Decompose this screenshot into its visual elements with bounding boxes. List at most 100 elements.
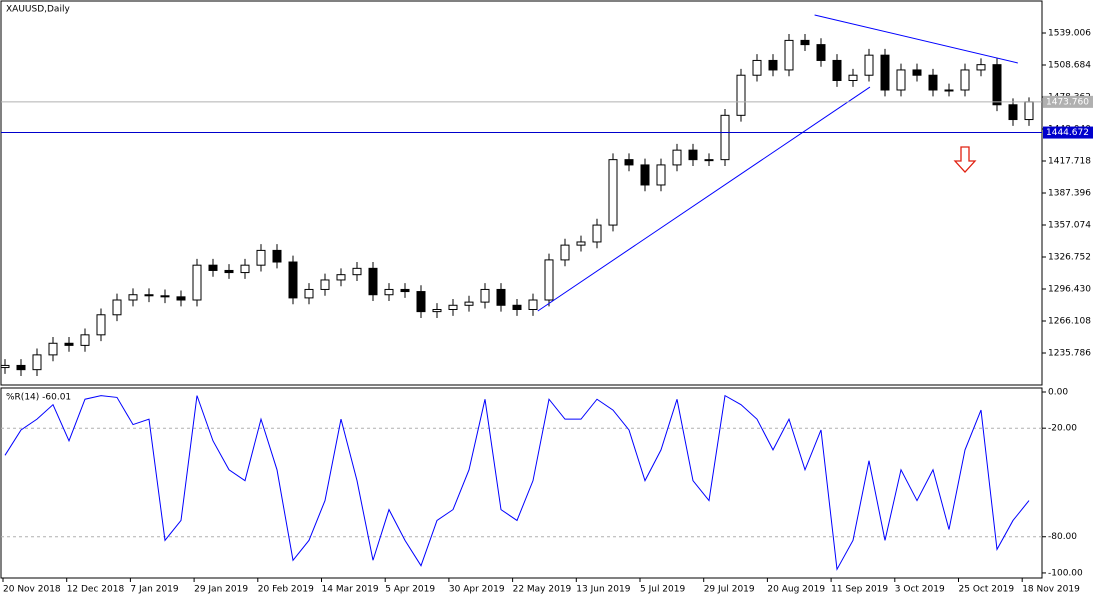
candle-body [816, 44, 826, 61]
x-tick-label: 29 Jul 2019 [704, 585, 755, 595]
candle-body [416, 291, 426, 313]
candle-body [656, 164, 666, 186]
x-tick-label: 18 Nov 2019 [1022, 585, 1080, 595]
candle-body [352, 267, 362, 276]
candle-body [16, 364, 26, 371]
candle-body [752, 59, 762, 76]
indicator-pane [0, 387, 1043, 579]
candle-body [640, 164, 650, 186]
y-tick-label: 1508.684 [1048, 60, 1091, 70]
candle-body [144, 294, 154, 297]
candle-body [96, 314, 106, 336]
x-tick-label: 22 May 2019 [513, 585, 572, 595]
candle-body [256, 249, 266, 266]
y-tick-label: 1539.006 [1048, 28, 1091, 38]
candle-body [1024, 101, 1034, 121]
candle-body [448, 304, 458, 311]
candle-body [432, 309, 442, 313]
candle-body [592, 224, 602, 243]
down-arrow [953, 146, 977, 173]
williams-r-line [4, 394, 1030, 571]
candle-body [896, 69, 906, 91]
candle-body [528, 299, 538, 311]
candle-body [512, 304, 522, 311]
x-tick-label: 5 Apr 2019 [385, 585, 435, 595]
candle-body [480, 288, 490, 303]
candle-body [208, 264, 218, 271]
y-tick-label: 1296.430 [1048, 284, 1091, 294]
candle-body [0, 364, 10, 369]
y-tick-label: 1266.108 [1048, 316, 1091, 326]
y-tick-label: 1357.074 [1048, 220, 1091, 230]
candle-body [784, 39, 794, 71]
trendline [537, 86, 871, 312]
x-tick-label: 7 Jan 2019 [130, 585, 178, 595]
candle-body [672, 149, 682, 166]
candle-body [704, 159, 714, 162]
candle-body [464, 301, 474, 306]
y-tick-label: 1417.718 [1048, 156, 1091, 166]
candle-body [544, 259, 554, 301]
chart-title: XAUUSD,Daily [6, 5, 70, 15]
candle-body [720, 114, 730, 161]
candle-body [992, 64, 1002, 106]
y-tick-label: -100.00 [1048, 568, 1083, 578]
candle-body [880, 54, 890, 91]
y-tick-label: 0.00 [1048, 388, 1068, 398]
candle-body [624, 159, 634, 166]
candle-body [112, 299, 122, 316]
last-price-label: 1473.760 [1046, 97, 1089, 107]
last-price-box [1043, 95, 1093, 108]
y-tick-label: 1387.396 [1048, 188, 1091, 198]
candle-body [1008, 104, 1018, 121]
y-tick-label: -80.00 [1048, 532, 1077, 542]
price-level-box [1043, 126, 1093, 139]
price-level-label: 1444.672 [1046, 128, 1089, 138]
candle-body [32, 354, 42, 371]
candle-body [832, 59, 842, 81]
x-tick-label: 11 Sep 2019 [831, 585, 888, 595]
x-tick-label: 3 Oct 2019 [895, 585, 945, 595]
candle-body [304, 288, 314, 299]
x-tick-label: 12 Dec 2018 [67, 585, 125, 595]
x-tick-label: 30 Apr 2019 [449, 585, 505, 595]
x-tick-label: 14 Mar 2019 [322, 585, 379, 595]
x-tick-label: 5 Jul 2019 [640, 585, 685, 595]
candle-body [976, 64, 986, 71]
candle-body [768, 59, 778, 71]
candle-body [368, 267, 378, 296]
candle-body [224, 269, 234, 274]
candle-body [128, 294, 138, 301]
candle-body [288, 261, 298, 299]
candle-body [176, 296, 186, 301]
candle-body [864, 54, 874, 76]
indicator-title: %R(14) -60.01 [6, 393, 71, 403]
candle-body [240, 264, 250, 274]
candle-body [800, 39, 810, 46]
candle-body [48, 342, 58, 356]
candle-body [80, 334, 90, 346]
x-tick-label: 20 Aug 2019 [767, 585, 825, 595]
candle-body [272, 249, 282, 263]
candle-body [496, 288, 506, 306]
candle-body [400, 288, 410, 293]
candle-body [848, 74, 858, 81]
x-tick-label: 25 Oct 2019 [959, 585, 1015, 595]
x-tick-label: 29 Jan 2019 [194, 585, 248, 595]
x-tick-label: 13 Jun 2019 [576, 585, 630, 595]
candle-body [560, 244, 570, 261]
y-tick-label: -20.00 [1048, 424, 1077, 434]
candle-body [576, 241, 586, 246]
candle-body [160, 295, 170, 298]
candle-body [960, 69, 970, 91]
candle-body [64, 342, 74, 346]
candle-body [192, 264, 202, 301]
x-tick-label: 20 Nov 2018 [3, 585, 61, 595]
candle-body [912, 69, 922, 76]
candle-body [608, 159, 618, 226]
candle-body [384, 288, 394, 296]
candle-body [928, 74, 938, 91]
candle-body [336, 274, 346, 281]
x-tick-label: 20 Feb 2019 [258, 585, 314, 595]
